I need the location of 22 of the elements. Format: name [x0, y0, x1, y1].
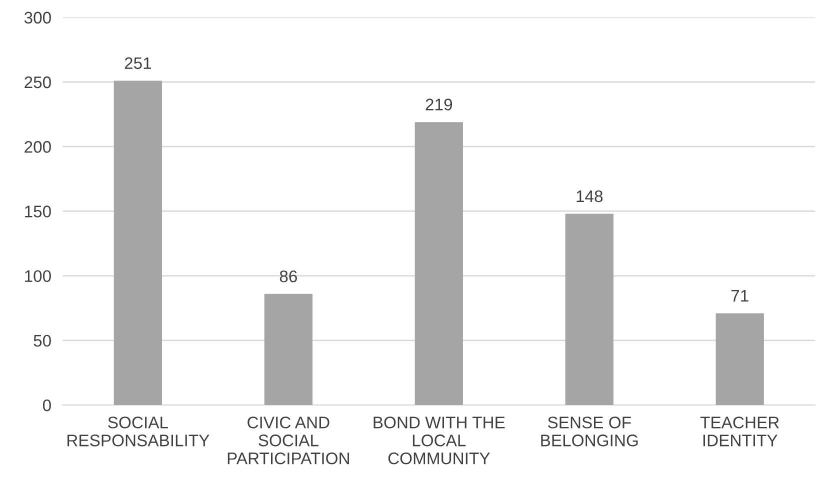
- data-label: 251: [124, 57, 152, 70]
- y-tick-label: 0: [42, 399, 51, 412]
- bar: [114, 80, 162, 406]
- y-tick-label: 50: [34, 334, 51, 347]
- x-tick-label: SOCIAL RESPONSABILITY: [68, 416, 210, 446]
- x-tick-label: SENSE OF BELONGING: [541, 416, 638, 446]
- x-tick-label: TEACHER IDENTITY: [700, 416, 779, 446]
- x-tick-label: BOND WITH THE LOCAL COMMUNITY: [374, 416, 505, 464]
- bar: [414, 122, 463, 406]
- data-label: 71: [731, 290, 748, 302]
- y-tick-label: 100: [25, 270, 51, 282]
- bar: [264, 294, 312, 406]
- y-tick-label: 250: [24, 76, 51, 88]
- y-tick-label: 200: [24, 141, 51, 153]
- data-label: 219: [426, 98, 452, 110]
- bar: [716, 313, 764, 406]
- bar: [565, 214, 614, 406]
- y-tick-label: 300: [24, 12, 51, 24]
- y-tick-label: 150: [25, 206, 51, 218]
- x-tick-label: CIVIC AND SOCIAL PARTICIPATION: [228, 416, 349, 464]
- data-label: 86: [280, 270, 297, 282]
- data-label: 148: [576, 190, 603, 202]
